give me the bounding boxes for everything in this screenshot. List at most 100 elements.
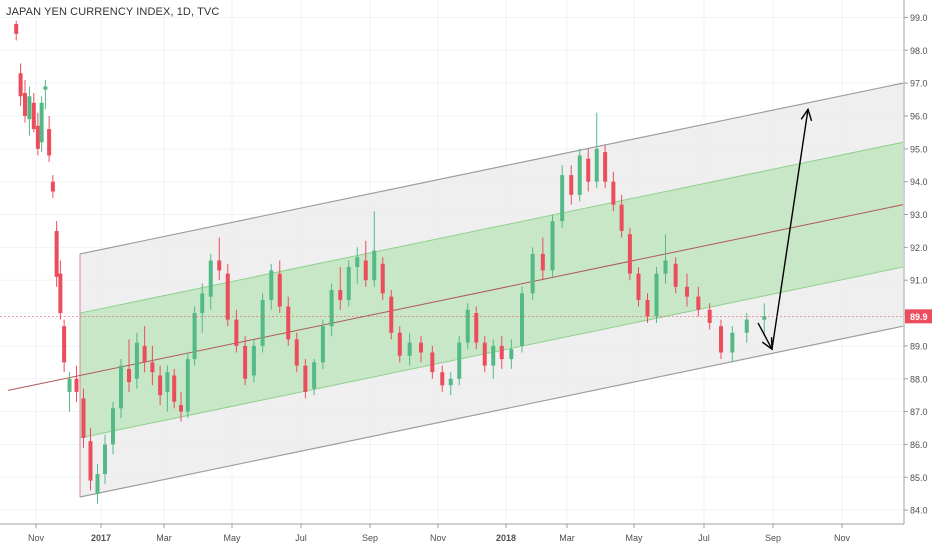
candle [397,326,402,363]
candle [419,336,423,363]
candle [43,79,48,110]
candle [269,263,274,310]
candle-body [134,342,139,379]
candle-body [329,290,334,327]
candle-body [419,342,423,353]
candle [645,293,650,323]
candle-body [320,326,325,363]
y-tick-label: 93.0 [910,210,928,220]
last-price-badge [905,309,932,324]
candle [39,96,44,153]
candle-body [150,362,155,373]
candle [474,306,479,350]
candle-body [619,204,624,231]
candle [74,365,79,402]
candle [520,286,524,353]
candle-body [225,273,230,320]
candle-body [127,368,131,383]
candle [251,339,256,383]
x-tick-label: Sep [362,533,378,543]
candle-body [14,23,19,34]
candle-body [482,342,487,366]
candle [103,434,107,484]
candle-body [448,378,453,386]
candle-body [119,365,123,409]
candle [540,237,545,281]
annotation-arrows[interactable] [757,107,813,351]
candle [594,112,599,189]
x-tick-label: Mar [559,533,575,543]
arrow-head [800,107,813,122]
candle [730,326,735,363]
candle-body [18,73,23,97]
candle [603,145,608,189]
candle-body [185,359,190,412]
candle [663,234,668,284]
candle-body [594,148,599,182]
regression-channel[interactable] [7,82,904,498]
candle [158,365,163,406]
candle [58,260,63,320]
candle-body [74,378,79,392]
candle-body [95,474,100,494]
candle [619,194,624,238]
candle [491,339,496,379]
x-tick-label: May [625,533,643,543]
candle [150,345,155,386]
candle [509,339,514,369]
candle [577,148,582,202]
candle [14,20,19,41]
candle [744,313,749,343]
candle [303,359,308,399]
candle [54,221,59,287]
y-tick-label: 97.0 [910,79,928,89]
candle [530,247,535,300]
y-tick-label: 96.0 [910,111,928,121]
candle [31,92,36,133]
x-tick-label: 2017 [91,533,111,543]
candle-body [407,342,412,356]
candle-body [27,96,32,120]
candle-body [560,175,565,222]
candle [192,306,197,366]
x-tick-label: May [223,533,241,543]
candle-body [31,102,36,130]
candle [294,332,299,373]
candle [627,227,632,281]
candle [611,171,616,212]
y-tick-label: 94.0 [910,177,928,187]
candle [407,332,412,366]
y-tick-label: 88.0 [910,374,928,384]
candle [569,165,574,205]
candle [380,257,385,300]
candle-body [251,345,256,376]
candle [560,165,565,228]
x-tick-label: Jul [698,533,710,543]
candle-body [762,316,767,320]
candle-body [142,345,147,363]
candle-body [260,299,265,346]
candle [62,319,67,373]
candle-body [685,286,689,297]
candle [286,296,291,346]
candle-body [54,230,59,277]
candle [586,148,591,192]
candle [636,267,641,307]
candle [430,345,435,379]
y-tick-label: 92.0 [910,243,928,253]
candle [234,309,239,353]
y-tick-label: 86.0 [910,440,928,450]
y-tick-label: 84.0 [910,506,928,516]
candle-body [569,175,574,195]
x-tick-label: 2018 [496,533,516,543]
candle-body [158,375,163,396]
candle-body [23,92,27,116]
annotation-arrow [771,107,813,350]
candle-body [577,155,582,195]
x-tick-label: Nov [430,533,447,543]
x-tick-label: Jul [295,533,307,543]
channel-midline [7,204,904,391]
candle-body [58,273,63,314]
